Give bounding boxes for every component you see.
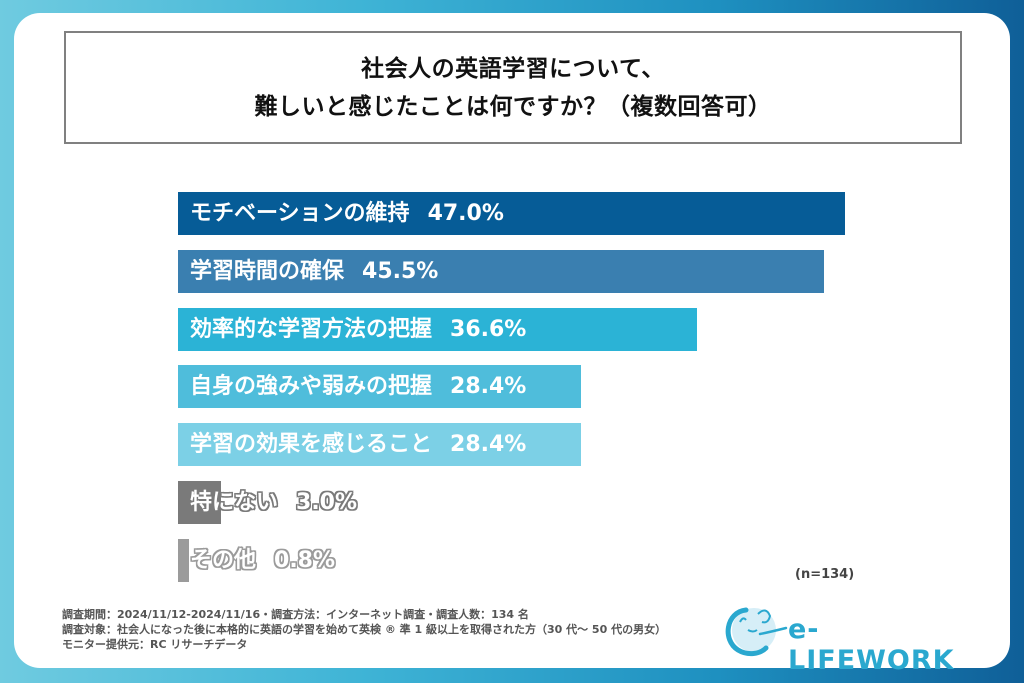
bar-label-4: 自身の強みや弱みの把握 28.4% bbox=[190, 365, 526, 408]
logo-text: e-LIFEWORK bbox=[788, 614, 955, 676]
category-label: 効率的な学習方法の把握 bbox=[190, 317, 433, 342]
title-box: 社会人の英語学習について、 難しいと感じたことは何ですか？（複数回答可） bbox=[64, 31, 962, 144]
chart-title-line-1: 社会人の英語学習について、 bbox=[361, 55, 665, 82]
bar-7 bbox=[178, 539, 189, 582]
survey-footnote: 調査期間：2024/11/12-2024/11/16・調査方法：インターネット調… bbox=[62, 607, 666, 652]
bar-5 bbox=[178, 423, 581, 466]
bar-label-7: その他 0.8% bbox=[190, 539, 335, 582]
chart-title-line-2: 難しいと感じたことは何ですか？（複数回答可） bbox=[254, 93, 772, 120]
logo-face-icon bbox=[725, 607, 788, 657]
bar-label-6: 特にない 3.0% bbox=[190, 481, 357, 524]
category-label: 学習時間の確保 bbox=[190, 259, 345, 284]
bar-3 bbox=[178, 308, 697, 351]
category-label: 特にない bbox=[190, 490, 279, 515]
category-label: 自身の強みや弱みの把握 bbox=[190, 374, 433, 399]
value-label: 28.4% bbox=[450, 432, 527, 457]
bar-2 bbox=[178, 250, 824, 293]
value-label: 47.0% bbox=[427, 201, 504, 226]
bar-6 bbox=[178, 481, 221, 524]
footnote-target: 調査対象：社会人になった後に本格的に英語の学習を始めて英検 ® 準 1 級以上を… bbox=[62, 623, 667, 636]
bar-label-5: 学習の効果を感じること 28.4% bbox=[190, 423, 526, 466]
value-label: 3.0% bbox=[296, 490, 358, 515]
category-label: その他 bbox=[190, 548, 257, 573]
bar-1 bbox=[178, 192, 845, 235]
bar-label-2: 学習時間の確保 45.5% bbox=[190, 250, 438, 293]
bar-label-1: モチベーションの維持 47.0% bbox=[190, 192, 504, 235]
footnote-period: 調査期間：2024/11/12-2024/11/16・調査方法：インターネット調… bbox=[62, 608, 529, 621]
e-lifework-logo: e-LIFEWORK bbox=[716, 600, 966, 676]
value-label: 28.4% bbox=[450, 374, 527, 399]
value-label: 45.5% bbox=[362, 259, 439, 284]
value-label: 36.6% bbox=[450, 317, 527, 342]
bar-label-3: 効率的な学習方法の把握 36.6% bbox=[190, 308, 526, 351]
category-label: 学習の効果を感じること bbox=[190, 432, 433, 457]
bar-4 bbox=[178, 365, 581, 408]
footnote-provider: モニター提供元：RC リサーチデータ bbox=[62, 638, 248, 651]
category-label: モチベーションの維持 bbox=[190, 201, 410, 226]
value-label: 0.8% bbox=[274, 548, 336, 573]
sample-size-label: (n=134) bbox=[795, 567, 855, 582]
